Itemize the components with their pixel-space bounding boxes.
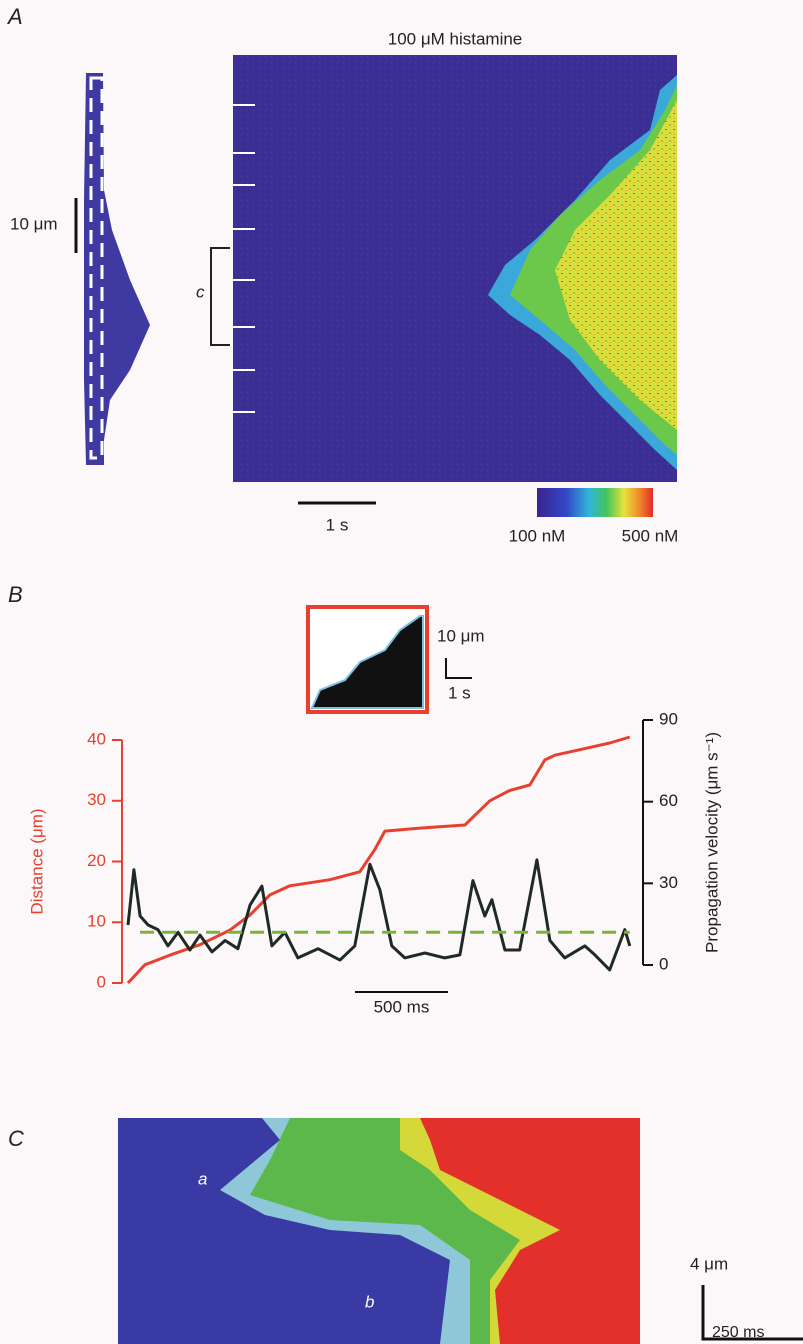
panel-label: C xyxy=(8,1126,24,1151)
colorbar xyxy=(537,488,653,517)
y-tick-label: 30 xyxy=(87,790,106,809)
panel-label: A xyxy=(6,4,23,29)
y2-tick-label: 0 xyxy=(659,954,668,973)
y2-tick-label: 30 xyxy=(659,873,678,892)
line xyxy=(126,858,632,972)
position-ticks xyxy=(233,104,255,413)
y-tick-label: 20 xyxy=(87,851,106,870)
y2-tick-label: 90 xyxy=(659,709,678,728)
scale-label: 1 s xyxy=(448,683,471,702)
scale-label: 500 ms xyxy=(374,997,430,1016)
scale-label: 4 μm xyxy=(690,1254,728,1273)
y-tick-label: 10 xyxy=(87,912,106,931)
cell-image xyxy=(84,73,150,465)
panel-title: 100 μM histamine xyxy=(388,29,523,48)
wave-peak xyxy=(555,100,677,430)
bracket-label: c xyxy=(196,282,205,301)
bracket xyxy=(210,247,230,346)
scale-label: 10 μm xyxy=(10,214,58,233)
y-axis-label: Distance (μm) xyxy=(27,808,46,914)
panel-label: B xyxy=(8,582,23,607)
chart: 0 10 20 30 40 Distance (μm) 0 30 60 90 Propagation… xyxy=(27,709,721,1016)
colorbar-label: 100 nM xyxy=(509,526,566,545)
y-tick-label: 40 xyxy=(87,729,106,748)
line xyxy=(126,735,631,985)
y-tick-label: 0 xyxy=(97,972,106,991)
line-scan xyxy=(89,76,104,460)
y2-axis-label: Propagation velocity (μm s⁻¹) xyxy=(702,732,721,953)
point-label: b xyxy=(365,1292,374,1311)
colorbar-label: 500 nM xyxy=(622,526,679,545)
wave-peak xyxy=(420,1118,640,1344)
scale-label: 250 ms xyxy=(712,1324,764,1341)
scale-label: 1 s xyxy=(326,515,349,534)
point-label: a xyxy=(198,1169,207,1188)
y2-tick-label: 60 xyxy=(659,791,678,810)
scale-bar xyxy=(445,658,472,679)
inset-image xyxy=(310,615,424,709)
scale-bar xyxy=(701,1285,803,1341)
scale-label: 10 μm xyxy=(437,626,485,645)
